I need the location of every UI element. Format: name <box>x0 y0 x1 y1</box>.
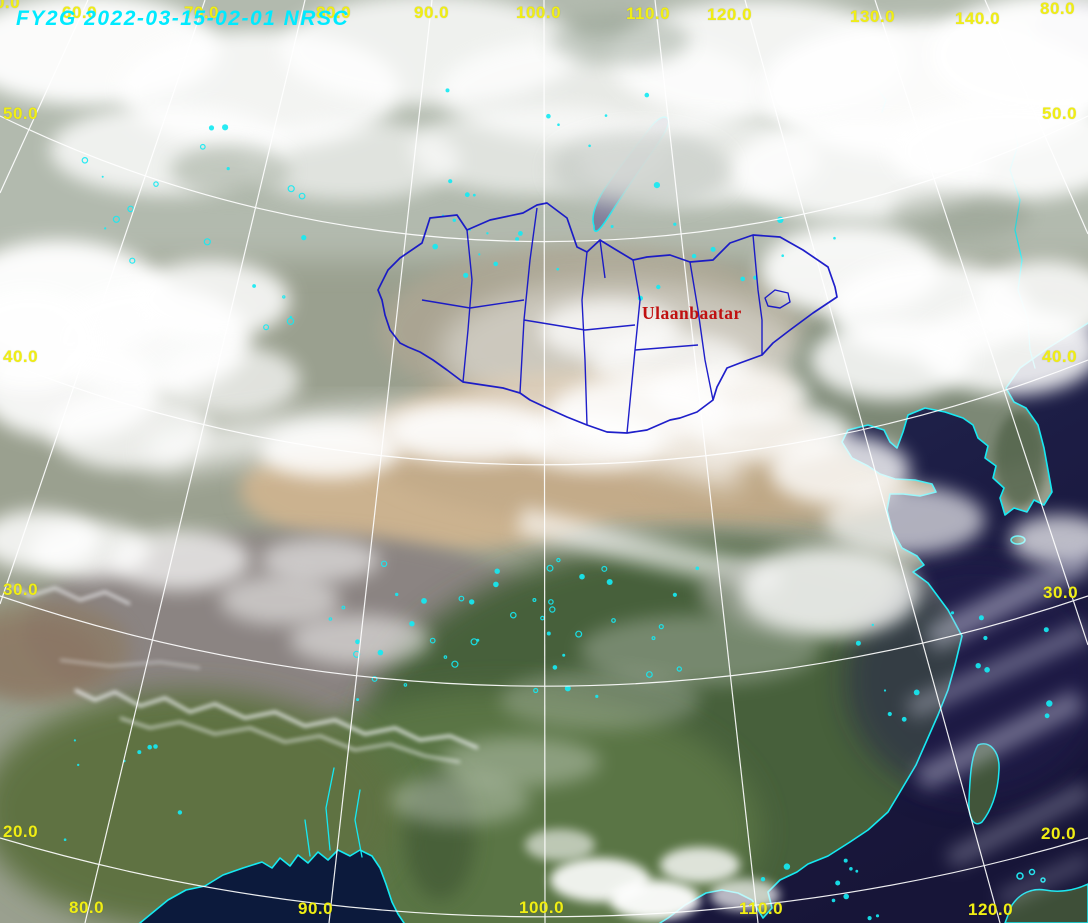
grid-label: 90.0 <box>298 899 334 918</box>
grid-label: 130.0 <box>850 7 896 26</box>
grid-label: 80.0 <box>1040 0 1076 18</box>
grid-label: 80.0 <box>69 898 105 917</box>
mongolia-province-lines <box>421 207 763 434</box>
grid-label: 80.0 <box>0 0 21 12</box>
grid-label: 60.0 <box>62 3 98 22</box>
grid-label: 70.0 <box>184 3 220 22</box>
grid-label: 30.0 <box>3 580 39 599</box>
meridian-110e <box>654 0 759 923</box>
image-title: FY2G 2022-03-15-02-01 NRSC <box>16 7 350 30</box>
grid-label: 30.0 <box>1043 583 1079 602</box>
river-ganges <box>304 767 363 858</box>
grid-label: 80.0 <box>316 3 352 22</box>
meridian-100e <box>543 0 546 923</box>
grid-label: 20.0 <box>3 822 39 841</box>
grid-label: 50.0 <box>3 104 39 123</box>
meridian-130e <box>874 0 1088 646</box>
cyan-speckles <box>63 88 1053 921</box>
grid-label: 140.0 <box>955 9 1001 28</box>
meridian-60e <box>0 0 89 194</box>
grid-label: 100.0 <box>516 3 562 22</box>
meridian-80e <box>84 0 306 923</box>
ulaanbaatar-enclave <box>764 289 791 309</box>
grid-label: 110.0 <box>739 899 784 918</box>
grid-label: 100.0 <box>519 898 565 917</box>
meridian-70e <box>0 0 206 605</box>
grid-label: 40.0 <box>1042 347 1078 366</box>
grid-label: 20.0 <box>1041 824 1077 843</box>
mongolia-outline <box>377 202 838 434</box>
grid-label: 110.0 <box>626 4 671 23</box>
grid-label: 90.0 <box>414 3 450 22</box>
meridian-90e <box>328 0 433 923</box>
parallel-20n <box>0 837 1088 918</box>
parallel-30n <box>0 595 1088 687</box>
meridian-120e <box>744 0 1001 923</box>
grid-label: 50.0 <box>1042 104 1078 123</box>
mongolia-borders <box>377 202 838 434</box>
grid-label: 120.0 <box>968 900 1014 919</box>
bay-of-bengal <box>140 850 404 923</box>
coast-bengal <box>139 849 405 923</box>
grid-label: 120.0 <box>707 5 753 24</box>
city-label-ulaanbaatar: Ulaanbaatar <box>642 303 742 323</box>
himalaya-snow-ridges <box>9 583 479 764</box>
grid-label: 40.0 <box>3 347 39 366</box>
meridian-140e <box>984 0 1088 235</box>
